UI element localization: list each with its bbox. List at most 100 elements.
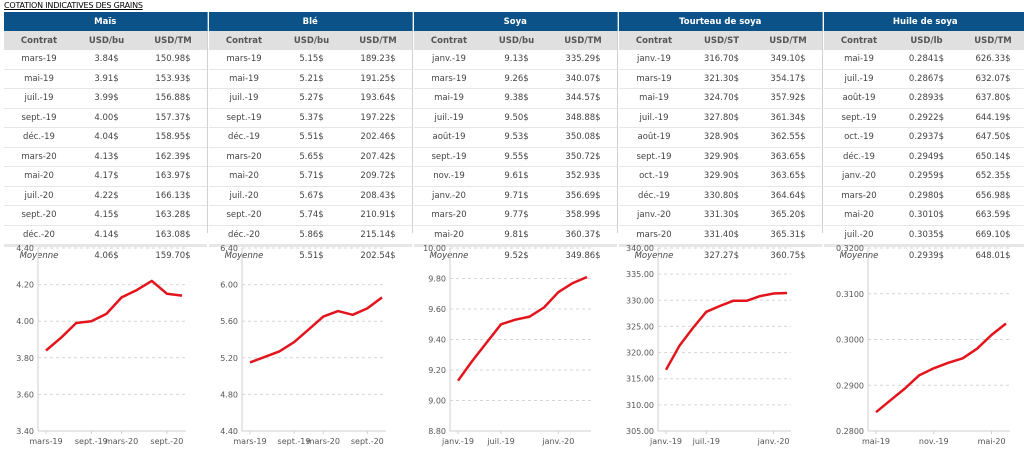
- data-point: [718, 304, 722, 308]
- data-point: [528, 315, 532, 319]
- table-row: mai-20 4.17$ 163.97$: [4, 166, 208, 187]
- contract-cell: sept.-20: [209, 205, 279, 226]
- table-row: juil.-20 0.3035$ 669.10$: [824, 225, 1024, 246]
- average-row: Moyenne 327.27$ 360.75$: [619, 244, 823, 266]
- y-tick-label: 3.80: [16, 354, 34, 363]
- y-tick-label: 0.2800: [836, 427, 864, 436]
- price-cell: 349.10$: [754, 50, 823, 70]
- table-row: août-19 0.2893$ 637.80$: [824, 88, 1024, 109]
- x-tick-label: sept.-20: [351, 437, 384, 446]
- price-chart-1: 4.40 4.80 5.20 5.60 6.00 6.40 mars-19 sept.-19m…: [220, 244, 386, 446]
- table-row: juil.-20 5.67$ 208.43$: [209, 186, 412, 206]
- price-cell: 9.53$: [484, 127, 549, 148]
- price-cell: 350.72$: [549, 147, 618, 167]
- data-point: [44, 348, 48, 352]
- average-value: 159.70$: [139, 244, 208, 266]
- data-point: [745, 299, 749, 303]
- table-row: sept.-19 9.55$ 350.72$: [414, 147, 618, 167]
- average-value: 648.01$: [959, 244, 1024, 266]
- table-row: juil.-19 327.80$ 361.34$: [619, 108, 823, 128]
- data-point: [772, 291, 776, 295]
- price-cell: 331.30$: [689, 205, 754, 226]
- table-row: sept.-20 5.74$ 210.91$: [209, 205, 412, 226]
- price-cell: 321.30$: [689, 69, 754, 89]
- data-point: [104, 312, 108, 316]
- contract-cell: mars-20: [824, 186, 894, 206]
- price-chart-4: 0.2800 0.2900 0.3000 0.3100 0.3200 mai-19 nov.…: [836, 244, 1010, 446]
- price-cell: 361.34$: [754, 108, 823, 128]
- column-header: USD/bu: [279, 31, 344, 50]
- contract-cell: mai-20: [4, 166, 74, 187]
- price-series-line: [249, 296, 383, 364]
- price-cell: 156.88$: [139, 88, 208, 109]
- price-cell: 363.65$: [754, 166, 823, 187]
- table-row: janv.-19 316.70$ 349.10$: [619, 50, 823, 70]
- price-cell: 9.50$: [484, 108, 549, 128]
- contract-cell: mars-20: [4, 147, 74, 167]
- data-point: [485, 341, 489, 345]
- price-cell: 9.13$: [484, 50, 549, 70]
- contract-cell: sept.-19: [414, 147, 484, 167]
- table-row: mars-20 4.13$ 162.39$: [4, 147, 208, 167]
- contract-cell: juil.-19: [824, 69, 894, 89]
- average-value: 9.52$: [484, 244, 549, 266]
- contract-cell: juil.-19: [619, 108, 689, 128]
- price-cell: 4.15$: [74, 205, 139, 226]
- price-cell: 4.00$: [74, 108, 139, 128]
- contract-cell: sept.-19: [4, 108, 74, 128]
- y-tick-label: 3.60: [16, 390, 34, 399]
- y-tick-label: 4.20: [16, 281, 34, 290]
- y-tick-label: 9.80: [428, 275, 446, 284]
- price-cell: 210.91$: [344, 205, 412, 226]
- y-tick-label: 0.2900: [836, 381, 864, 390]
- price-cell: 329.90$: [689, 147, 754, 167]
- table-row: août-19 9.53$ 350.08$: [414, 127, 618, 148]
- price-cell: 3.84$: [74, 50, 139, 70]
- table-row: mars-19 9.26$ 340.07$: [414, 69, 618, 89]
- table-row: mai-19 324.70$ 357.92$: [619, 88, 823, 109]
- y-tick-label: 5.60: [220, 317, 238, 326]
- table-0: Maïs Contrat USD/bu USD/TM mars-19 3.84$ 150.9…: [4, 12, 208, 266]
- table-row: mars-20 5.65$ 207.42$: [209, 147, 412, 167]
- price-cell: 358.99$: [549, 205, 618, 226]
- table-row: mai-19 5.21$ 191.25$: [209, 69, 412, 89]
- y-tick-label: 0.3200: [836, 244, 864, 253]
- average-label: Moyenne: [414, 244, 484, 266]
- price-cell: 4.13$: [74, 147, 139, 167]
- x-tick-label: sept.-19: [75, 437, 108, 446]
- table-row: sept.-19 0.2922$ 644.19$: [824, 108, 1024, 128]
- y-tick-label: 0.3100: [836, 290, 864, 299]
- contract-cell: mai-19: [824, 50, 894, 70]
- table-4: Huile de soya Contrat USD/lb USD/TM mai-19 0.…: [823, 12, 1024, 266]
- average-row: Moyenne 0.2939$ 648.01$: [824, 244, 1024, 266]
- data-point: [351, 313, 355, 317]
- contract-cell: sept.-19: [209, 108, 279, 128]
- column-header: USD/TM: [549, 31, 618, 50]
- y-tick-label: 8.80: [428, 427, 446, 436]
- data-point: [135, 288, 139, 292]
- table-row: mai-20 0.3010$ 663.59$: [824, 205, 1024, 226]
- price-cell: 5.37$: [279, 108, 344, 128]
- price-cell: 656.98$: [959, 186, 1024, 206]
- x-tick-label: mars-19: [233, 437, 266, 446]
- table-row: sept.-19 5.37$ 197.22$: [209, 108, 412, 128]
- data-point: [677, 344, 681, 348]
- y-tick-label: 330.00: [626, 296, 654, 305]
- data-point: [874, 410, 878, 414]
- charts-row: 3.40 3.60 3.80 4.00 4.20 4.40 mars-19 sept.-19 m…: [0, 236, 1024, 457]
- price-cell: 324.70$: [689, 88, 754, 109]
- y-tick-label: 335.00: [626, 270, 654, 279]
- contract-cell: janv.-19: [414, 50, 484, 70]
- table-1: Blé Contrat USD/bu USD/TM mars-19 5.15$ 189.23…: [208, 12, 413, 266]
- column-header: USD/TM: [139, 31, 208, 50]
- x-tick-label: juil.-19: [692, 437, 720, 446]
- contract-cell: mars-19: [619, 69, 689, 89]
- average-label: Moyenne: [824, 244, 894, 266]
- data-point: [903, 386, 907, 390]
- data-point: [307, 327, 311, 331]
- data-point: [704, 310, 708, 314]
- price-cell: 207.42$: [344, 147, 412, 167]
- price-chart-0: 3.40 3.60 3.80 4.00 4.20 4.40 mars-19 sept.-19m…: [16, 244, 186, 446]
- contract-cell: oct.-19: [619, 166, 689, 187]
- table-row: déc.-19 4.04$ 158.95$: [4, 127, 208, 148]
